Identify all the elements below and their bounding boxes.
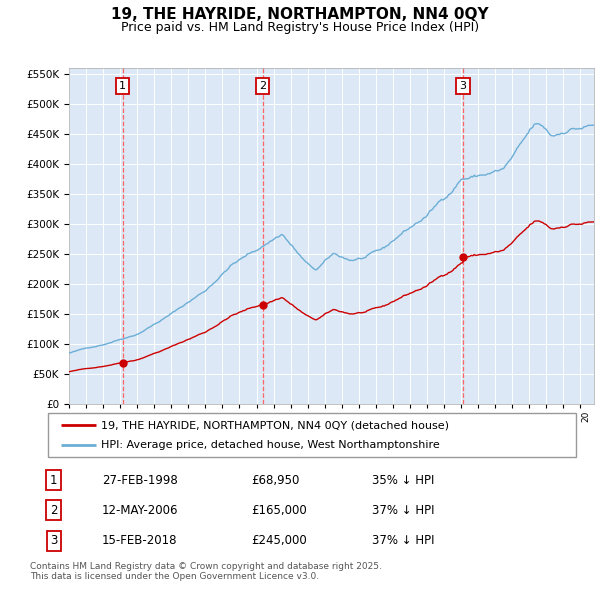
Text: 12-MAY-2006: 12-MAY-2006 bbox=[102, 504, 178, 517]
Text: 37% ↓ HPI: 37% ↓ HPI bbox=[372, 534, 435, 547]
Text: 3: 3 bbox=[50, 534, 58, 547]
Text: 15-FEB-2018: 15-FEB-2018 bbox=[102, 534, 177, 547]
Text: 35% ↓ HPI: 35% ↓ HPI bbox=[372, 474, 434, 487]
Text: HPI: Average price, detached house, West Northamptonshire: HPI: Average price, detached house, West… bbox=[101, 440, 440, 450]
Text: 27-FEB-1998: 27-FEB-1998 bbox=[102, 474, 178, 487]
Text: 19, THE HAYRIDE, NORTHAMPTON, NN4 0QY (detached house): 19, THE HAYRIDE, NORTHAMPTON, NN4 0QY (d… bbox=[101, 421, 449, 430]
Text: 2: 2 bbox=[259, 81, 266, 91]
FancyBboxPatch shape bbox=[48, 413, 576, 457]
Text: £165,000: £165,000 bbox=[251, 504, 307, 517]
Text: Contains HM Land Registry data © Crown copyright and database right 2025.
This d: Contains HM Land Registry data © Crown c… bbox=[30, 562, 382, 581]
Text: 1: 1 bbox=[50, 474, 58, 487]
Text: 1: 1 bbox=[119, 81, 126, 91]
Text: 2: 2 bbox=[50, 504, 58, 517]
Text: 19, THE HAYRIDE, NORTHAMPTON, NN4 0QY: 19, THE HAYRIDE, NORTHAMPTON, NN4 0QY bbox=[111, 7, 489, 22]
Text: Price paid vs. HM Land Registry's House Price Index (HPI): Price paid vs. HM Land Registry's House … bbox=[121, 21, 479, 34]
Text: £245,000: £245,000 bbox=[251, 534, 307, 547]
Text: 3: 3 bbox=[460, 81, 467, 91]
Text: 37% ↓ HPI: 37% ↓ HPI bbox=[372, 504, 435, 517]
Text: £68,950: £68,950 bbox=[251, 474, 299, 487]
